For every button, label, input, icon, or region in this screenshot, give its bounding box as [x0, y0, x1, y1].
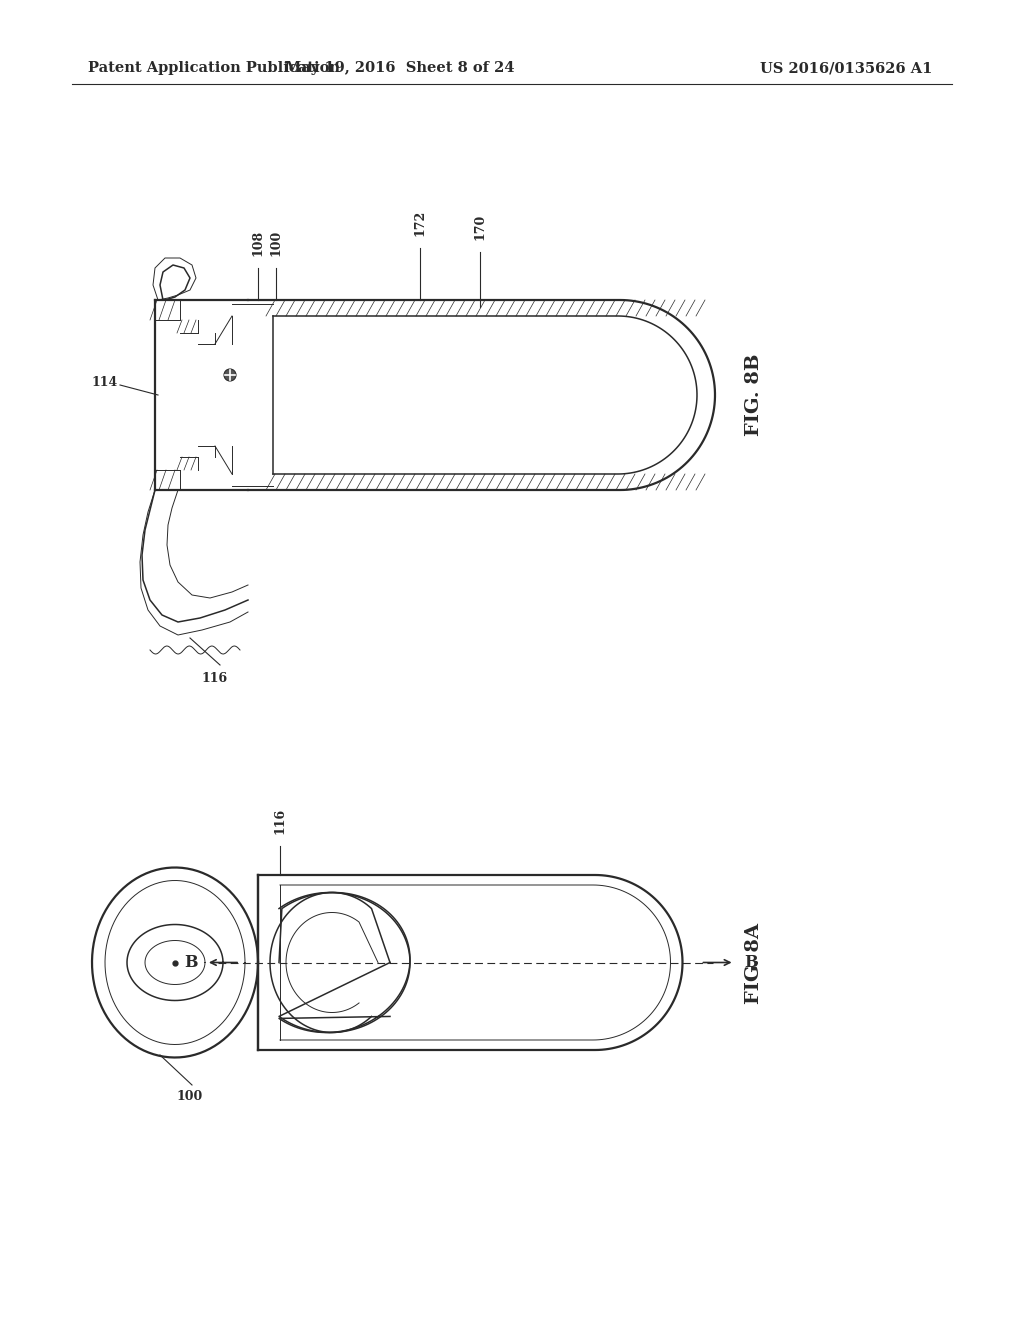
Text: 116: 116	[202, 672, 228, 685]
Text: US 2016/0135626 A1: US 2016/0135626 A1	[760, 61, 933, 75]
Circle shape	[224, 370, 236, 381]
Text: B: B	[744, 954, 758, 972]
Text: 116: 116	[273, 808, 287, 834]
Text: 170: 170	[473, 214, 486, 240]
Text: Patent Application Publication: Patent Application Publication	[88, 61, 340, 75]
Text: 100: 100	[177, 1090, 203, 1104]
Text: B: B	[184, 954, 198, 972]
Text: 172: 172	[414, 210, 427, 236]
Text: 108: 108	[252, 230, 264, 256]
Text: FIG. 8B: FIG. 8B	[745, 354, 763, 436]
Text: FIG. 8A: FIG. 8A	[745, 923, 763, 1003]
Text: 100: 100	[269, 230, 283, 256]
Text: 114: 114	[92, 376, 118, 389]
Text: May 19, 2016  Sheet 8 of 24: May 19, 2016 Sheet 8 of 24	[286, 61, 515, 75]
